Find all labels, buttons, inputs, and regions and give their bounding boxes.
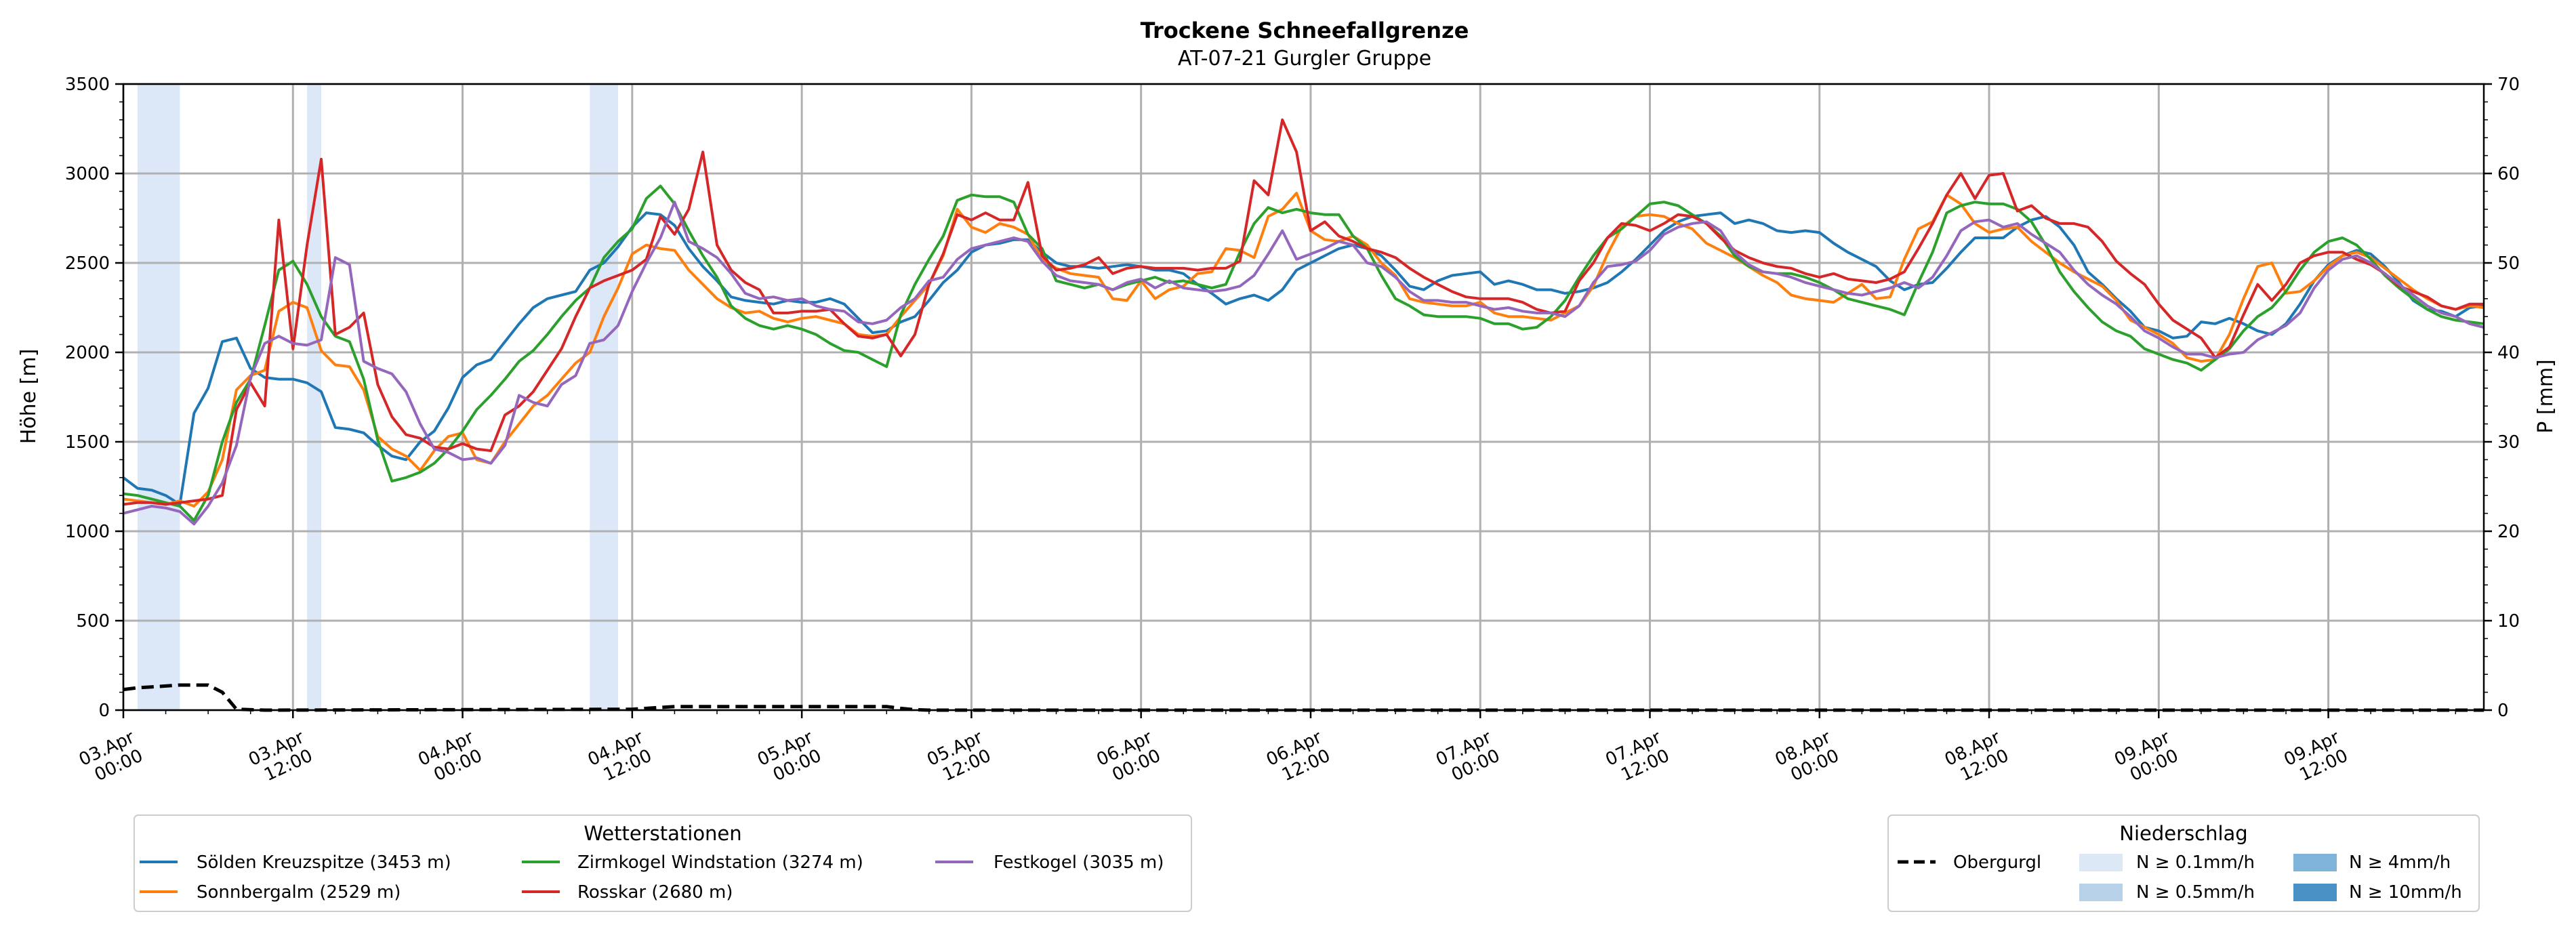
stations-legend: Wetterstationen Sölden Kreuzspitze (3453… [134,814,1192,912]
y-tick-label-4: 2000 [65,343,110,363]
legend-label-sonnbergalm: Sonnbergalm (2529 m) [197,882,401,903]
legend-label-festkogel: Festkogel (3035 m) [994,852,1164,873]
stations-legend-frame [134,814,1192,912]
precip-shading-layer [137,84,618,710]
y2-tick-label-5: 50 [2497,253,2520,274]
y-tick-label-5: 2500 [65,253,110,274]
y2-tick-label-6: 60 [2497,164,2520,184]
y2-tick-label-0: 0 [2497,701,2509,721]
chart-subtitle: AT-07-21 Gurgler Gruppe [1178,47,1431,70]
y2-tick-label-4: 40 [2497,343,2520,363]
legend-swatch-level-3 [2293,884,2337,901]
legend-label-level-1: N ≥ 0.5mm/h [2136,882,2255,903]
x-tick-label-9: 07.Apr12:00 [1603,727,1673,789]
legend-swatch-level-2 [2293,854,2337,871]
y2-tick-label-2: 20 [2497,522,2520,542]
series-line-zirmkogel [123,184,2485,522]
y2-tick-label-7: 70 [2497,75,2520,95]
precip-legend-title: Niederschlag [2119,822,2247,845]
y-tick-label-2: 1000 [65,522,110,542]
series-line-festkogel [123,201,2485,526]
chart-title: Trockene Schneefallgrenze [1141,18,1469,43]
legend-swatch-level-0 [2079,854,2123,871]
y-tick-label-1: 500 [76,611,110,632]
legend-label-level-2: N ≥ 4mm/h [2349,852,2451,873]
legend-label-obergurgl: Obergurgl [1953,852,2041,873]
legend-label-level-0: N ≥ 0.1mm/h [2136,852,2255,873]
y-tick-label-7: 3500 [65,75,110,95]
y2-axis-title: P [mm] [2534,359,2558,433]
series-layer [122,118,2485,526]
precip-band-2 [590,84,618,710]
legend-label-level-3: N ≥ 10mm/h [2349,882,2462,903]
series-line-soelden [122,211,2485,506]
legend-swatch-level-1 [2079,884,2123,901]
stations-legend-title: Wetterstationen [584,822,741,845]
precip-legend: Niederschlag Obergurgl N ≥ 0.1mm/h N ≥ 0… [1887,814,2480,912]
legend-label-rosskar: Rosskar (2680 m) [577,882,733,903]
y-axis-title: Höhe [m] [17,349,41,445]
y-tick-label-3: 1500 [65,432,110,453]
precip-band-1 [307,84,321,710]
legend-label-soelden: Sölden Kreuzspitze (3453 m) [197,852,451,873]
y2-tick-label-3: 30 [2497,432,2520,453]
y-tick-label-0: 0 [98,701,110,721]
y-tick-label-6: 3000 [65,164,110,184]
legend-label-zirmkogel: Zirmkogel Windstation (3274 m) [577,852,863,873]
y2-tick-label-1: 10 [2497,611,2520,632]
plot-frame [122,83,2485,711]
precip-band-0 [137,84,180,710]
